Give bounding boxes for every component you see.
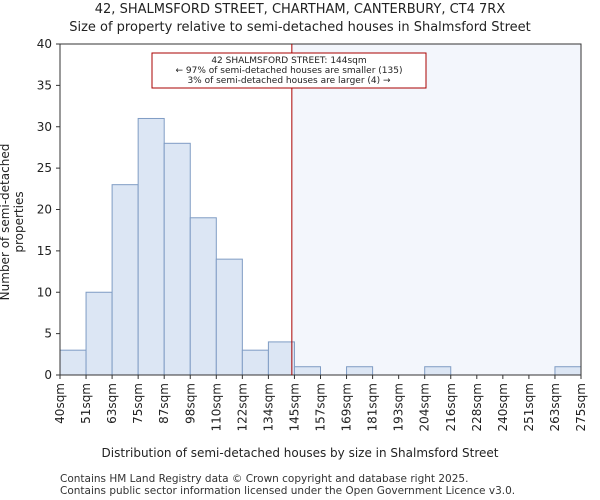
histogram-bar [554, 366, 582, 376]
x-tick-label: 204sqm [418, 383, 432, 431]
histogram-bar [293, 366, 322, 376]
histogram-bar [424, 366, 452, 376]
histogram-bar [163, 142, 191, 376]
x-tick-label: 228sqm [470, 383, 484, 431]
y-tick-label: 10 [37, 285, 52, 299]
chart-title-address: 42, SHALMSFORD STREET, CHARTHAM, CANTERB… [94, 2, 506, 17]
x-tick-label: 63sqm [105, 383, 119, 424]
x-tick-label: 263sqm [548, 383, 562, 431]
x-tick-label: 251sqm [522, 383, 536, 431]
y-tick-label: 0 [44, 368, 52, 382]
x-tick-label: 216sqm [444, 383, 458, 431]
histogram-bar [59, 349, 87, 376]
y-tick-label: 15 [37, 244, 52, 258]
chart-title: Size of property relative to semi-detach… [69, 20, 531, 35]
x-tick-label: 145sqm [287, 383, 301, 431]
x-tick-label: 157sqm [314, 383, 328, 431]
y-axis-label: Number of semi-detached properties [0, 143, 26, 301]
histogram-bar [346, 366, 374, 376]
annotation-line: 3% of semi-detached houses are larger (4… [187, 76, 391, 86]
highlight-region [291, 44, 581, 375]
x-tick-label: 193sqm [392, 383, 406, 431]
footer-copyright: Contains HM Land Registry data © Crown c… [60, 473, 469, 485]
y-tick-label: 5 [44, 327, 52, 341]
histogram-bar [85, 291, 113, 376]
x-tick-label: 87sqm [157, 383, 171, 424]
annotation-box [151, 52, 427, 89]
x-tick-label: 275sqm [574, 383, 588, 431]
x-tick-label: 75sqm [131, 383, 145, 424]
annotation-line: ← 97% of semi-detached houses are smalle… [176, 66, 403, 76]
footer-licence: Contains public sector information licen… [60, 485, 516, 497]
y-tick-label: 20 [37, 203, 52, 217]
x-tick-label: 134sqm [261, 383, 275, 431]
y-tick-label: 30 [37, 120, 52, 134]
x-tick-label: 110sqm [209, 383, 223, 431]
histogram-bar [189, 217, 217, 376]
y-tick-label: 35 [37, 78, 52, 92]
x-tick-label: 98sqm [183, 383, 197, 424]
x-tick-label: 240sqm [496, 383, 510, 431]
x-tick-label: 122sqm [235, 383, 249, 431]
histogram-bar [111, 184, 139, 376]
histogram-bar [137, 117, 165, 376]
x-tick-label: 181sqm [366, 383, 380, 431]
x-tick-label: 51sqm [79, 383, 93, 424]
x-tick-label: 40sqm [53, 383, 67, 424]
x-tick-label: 169sqm [340, 383, 354, 431]
histogram-bar [267, 341, 295, 376]
y-tick-label: 25 [37, 161, 52, 175]
histogram-bar [215, 258, 243, 376]
x-axis-label: Distribution of semi-detached houses by … [101, 446, 499, 460]
histogram-bar [241, 349, 269, 376]
y-tick-label: 40 [37, 37, 52, 51]
annotation-line: 42 SHALMSFORD STREET: 144sqm [211, 56, 366, 66]
